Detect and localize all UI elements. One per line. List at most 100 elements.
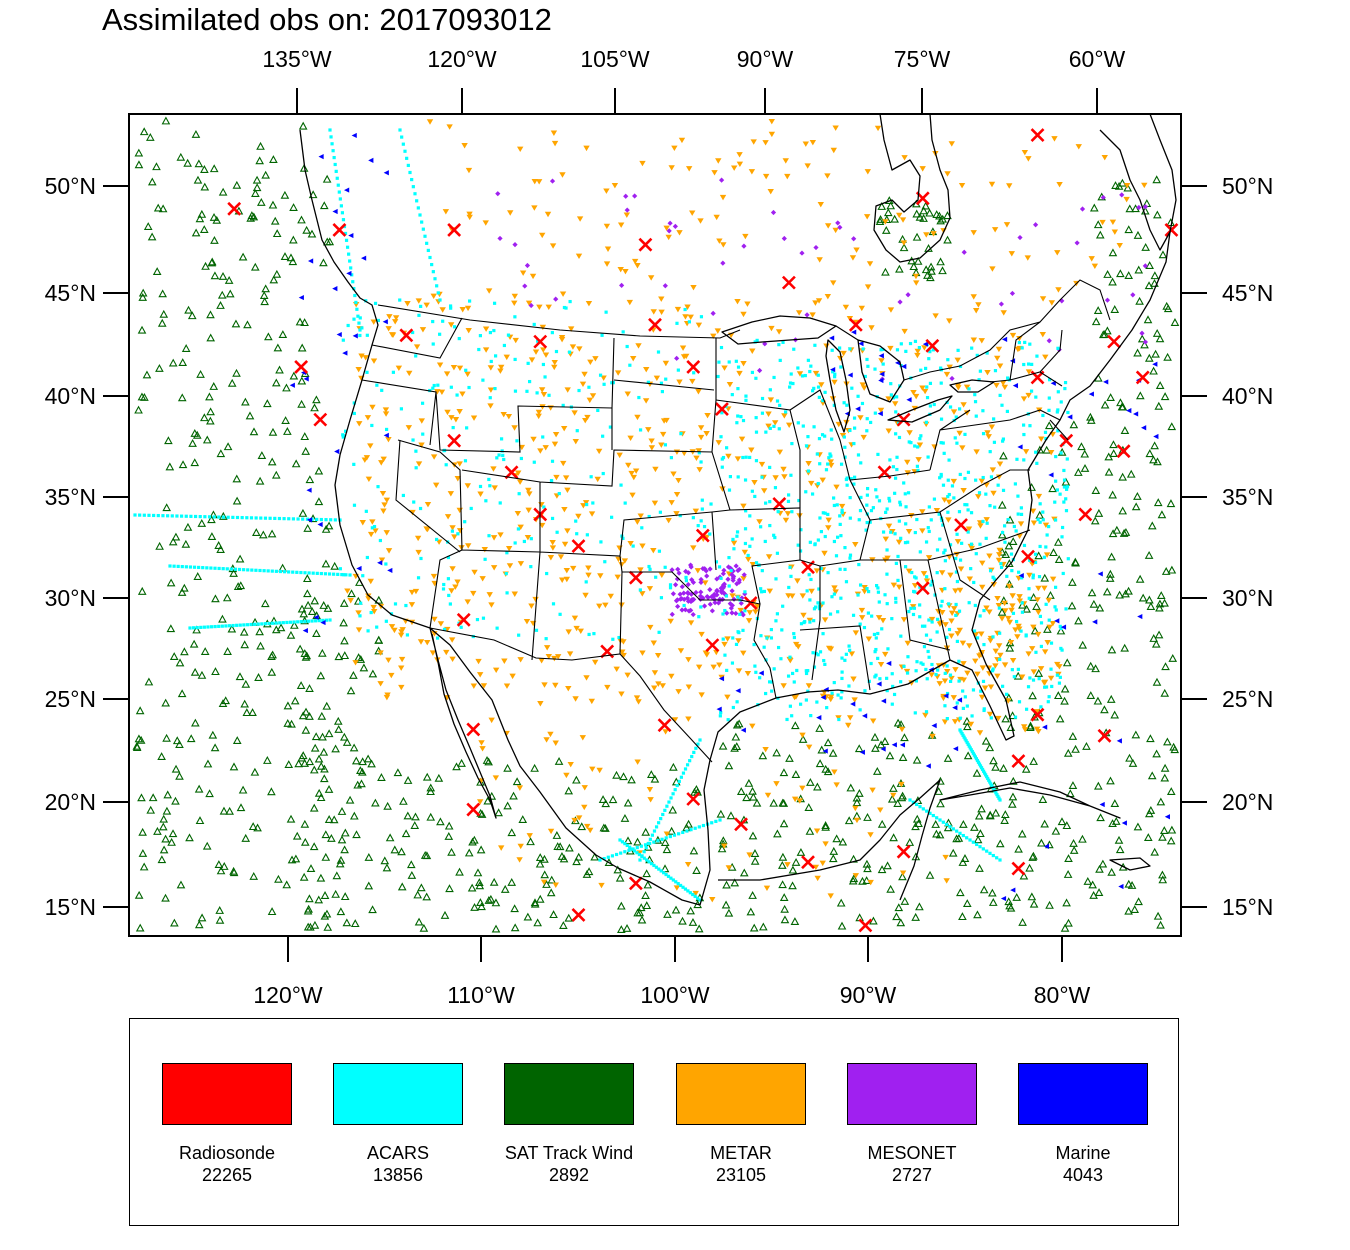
radiosonde-marker: [1030, 128, 1045, 142]
sat-track-wind-marker: [1051, 826, 1061, 835]
acars-marker: [741, 418, 746, 423]
sat-track-wind-marker: [1100, 705, 1109, 714]
acars-marker: [768, 680, 772, 684]
metar-marker: [576, 346, 583, 352]
mesonet-marker: [1142, 339, 1149, 345]
marine-marker: [880, 698, 887, 704]
acars-marker: [912, 606, 916, 610]
acars-marker: [1019, 629, 1023, 633]
acars-marker: [1009, 552, 1014, 556]
top-lon-label: 75°W: [894, 46, 951, 72]
metar-marker: [963, 410, 971, 416]
metar-marker: [799, 732, 806, 739]
metar-marker: [482, 220, 489, 226]
acars-marker: [199, 625, 203, 629]
sat-track-wind-marker: [217, 290, 227, 299]
sat-track-wind-marker: [1018, 917, 1027, 926]
acars-marker: [660, 837, 664, 841]
metar-marker: [1008, 251, 1015, 257]
sat-track-wind-marker: [236, 581, 246, 590]
acars-marker: [814, 651, 818, 656]
acars-marker: [932, 497, 937, 501]
metar-marker: [517, 146, 524, 153]
metar-marker: [799, 785, 806, 791]
acars-marker: [448, 602, 452, 606]
radiosonde-marker: [781, 275, 796, 290]
acars-marker: [217, 566, 221, 571]
acars-marker: [947, 458, 951, 462]
metar-marker: [583, 145, 590, 152]
sat-track-wind-marker: [1156, 591, 1166, 600]
sat-track-wind-marker: [1156, 920, 1165, 929]
sat-track-wind-marker: [1151, 639, 1161, 648]
acars-marker: [225, 567, 229, 571]
sat-track-wind-marker: [547, 875, 557, 884]
acars-marker: [938, 476, 942, 480]
legend-swatch-sat-track-wind: [504, 1063, 634, 1125]
metar-marker: [960, 661, 967, 667]
sat-track-wind-marker: [371, 798, 380, 807]
metar-marker: [1005, 615, 1012, 622]
acars-marker: [856, 453, 861, 457]
acars-marker: [988, 780, 992, 784]
acars-marker: [870, 614, 874, 618]
acars-marker: [534, 628, 539, 632]
sat-track-wind-marker: [1094, 888, 1104, 896]
acars-marker: [421, 432, 425, 436]
sat-track-wind-marker: [258, 530, 268, 539]
acars-marker: [246, 568, 250, 572]
acars-marker: [731, 636, 735, 640]
marine-marker: [901, 363, 907, 370]
acars-marker: [775, 551, 780, 555]
sat-track-wind-marker: [915, 212, 925, 221]
acars-marker: [1043, 430, 1048, 434]
acars-marker: [168, 564, 172, 568]
metar-marker: [899, 870, 907, 876]
sat-track-wind-marker: [314, 497, 324, 506]
sat-track-wind-marker: [1146, 805, 1156, 814]
mesonet-marker: [724, 610, 730, 616]
sat-track-wind-marker: [380, 856, 390, 865]
metar-marker: [868, 325, 875, 331]
radiosonde-marker: [456, 612, 471, 627]
acars-marker: [991, 635, 995, 639]
acars-marker: [1001, 437, 1006, 441]
metar-marker: [816, 257, 823, 263]
acars-marker: [806, 435, 810, 439]
acars-marker: [916, 468, 920, 473]
acars-marker: [1033, 552, 1038, 556]
state-lines-northeast: [989, 321, 1069, 441]
sat-track-wind-marker: [907, 256, 916, 265]
sat-track-wind-marker: [483, 796, 493, 805]
sat-track-wind-marker: [890, 214, 899, 223]
sat-track-wind-marker: [821, 821, 830, 829]
acars-marker: [240, 516, 244, 520]
acars-marker: [819, 566, 823, 571]
acars-marker: [1060, 535, 1064, 539]
acars-marker: [610, 854, 615, 858]
acars-marker: [630, 847, 634, 851]
legend-swatch-acars: [333, 1063, 463, 1125]
sat-track-wind-marker: [178, 358, 188, 367]
acars-marker: [843, 455, 847, 459]
acars-marker: [985, 521, 989, 525]
acars-marker: [719, 576, 723, 580]
metar-marker: [554, 654, 562, 660]
acars-marker: [352, 401, 356, 405]
acars-marker: [881, 347, 885, 351]
metar-marker: [1044, 640, 1051, 646]
sat-track-wind-marker: [218, 699, 228, 707]
acars-marker: [549, 479, 554, 484]
metar-marker: [698, 631, 705, 638]
sat-track-wind-marker: [518, 815, 528, 823]
acars-marker: [700, 498, 704, 502]
acars-marker: [161, 514, 165, 518]
metar-marker: [575, 253, 583, 259]
sat-track-wind-marker: [267, 529, 277, 538]
acars-marker: [788, 704, 792, 708]
metar-marker: [815, 298, 823, 304]
metar-marker: [995, 603, 1003, 609]
acars-marker: [558, 612, 562, 616]
sat-track-wind-marker: [746, 907, 756, 916]
marine-marker: [317, 521, 323, 528]
